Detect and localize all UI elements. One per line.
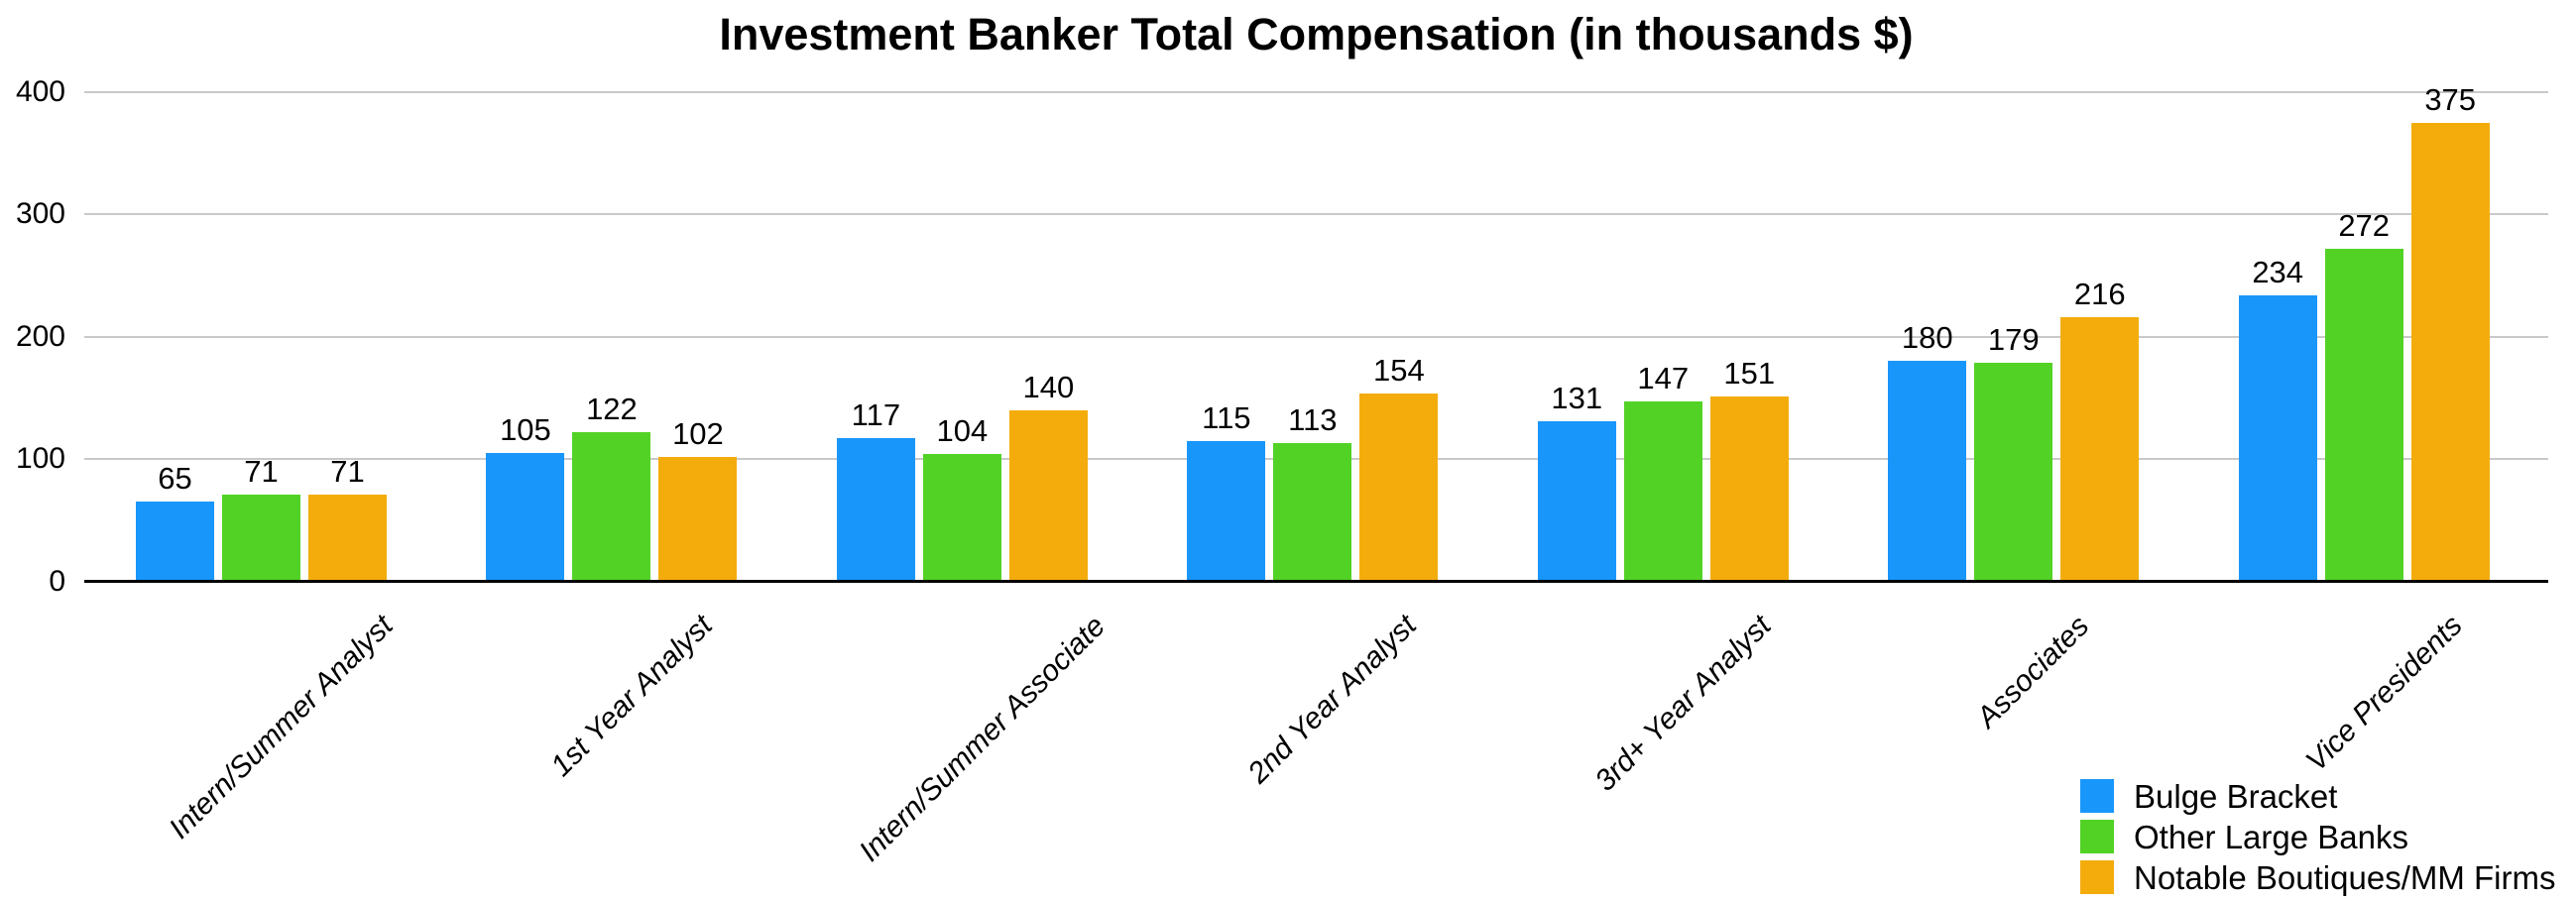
x-category-label: Intern/Summer Associate — [852, 609, 1112, 868]
chart-title: Investment Banker Total Compensation (in… — [719, 9, 1914, 59]
x-axis-line — [84, 580, 2548, 583]
bar-value-label: 216 — [2073, 277, 2126, 311]
bar — [222, 494, 300, 582]
legend-swatch — [2080, 779, 2114, 813]
bar — [922, 454, 1001, 582]
legend-label: Other Large Banks — [2134, 819, 2408, 855]
bar — [1359, 393, 1439, 582]
bar-value-label: 117 — [851, 397, 901, 433]
bar — [836, 438, 915, 582]
legend-swatch — [2080, 860, 2114, 894]
bar — [2410, 122, 2490, 582]
bar — [1273, 443, 1352, 582]
bar-value-label: 115 — [1202, 399, 1251, 435]
bar — [1709, 396, 1789, 582]
bar — [136, 502, 214, 582]
legend-item: Other Large Banks — [2080, 819, 2576, 855]
bar — [2238, 294, 2317, 582]
gridline — [84, 91, 2548, 93]
bar-value-label: 375 — [2424, 81, 2477, 117]
bar-value-label: 104 — [936, 413, 989, 449]
bar-value-label: 65 — [158, 461, 192, 497]
bar-value-label: 154 — [1372, 352, 1425, 388]
bar-value-label: 180 — [1901, 320, 1953, 356]
x-category-label: 2nd Year Analyst — [1241, 609, 1424, 790]
bar-value-label: 113 — [1288, 402, 1338, 438]
legend-label: Bulge Bracket — [2134, 778, 2338, 815]
y-tick-label: 200 — [15, 319, 65, 353]
legend-swatch — [2080, 820, 2114, 853]
legend-item: Notable Boutiques/MM Firms — [2080, 859, 2576, 896]
bar-value-label: 71 — [330, 453, 365, 489]
gridline — [84, 335, 2548, 338]
y-tick-label: 100 — [15, 442, 65, 476]
bar-value-label: 102 — [672, 415, 724, 451]
bar — [1623, 401, 1702, 582]
bar-value-label: 179 — [1987, 321, 2040, 357]
x-category-label: Associates — [1970, 609, 2096, 734]
legend-label: Notable Boutiques/MM Firms — [2134, 859, 2556, 896]
bar — [2060, 317, 2140, 582]
bar — [1537, 420, 1616, 582]
y-tick-label: 300 — [15, 197, 65, 231]
gridline — [84, 213, 2548, 216]
bar — [2324, 248, 2403, 582]
bar-value-label: 234 — [2252, 254, 2304, 289]
x-category-label: Vice Presidents — [2298, 609, 2469, 778]
bar-value-label: 105 — [500, 411, 551, 447]
x-category-label: Intern/Summer Analyst — [163, 609, 400, 846]
bar-value-label: 122 — [586, 391, 638, 426]
bar — [1008, 409, 1088, 582]
bar — [1974, 362, 2053, 582]
bar-value-label: 151 — [1723, 356, 1776, 392]
bar-value-label: 147 — [1637, 361, 1690, 396]
bar-value-label: 140 — [1022, 369, 1075, 404]
bar-value-label: 131 — [1551, 380, 1603, 415]
bar — [572, 431, 651, 582]
y-tick-label: 0 — [49, 564, 65, 598]
bar — [308, 494, 387, 582]
y-tick-label: 400 — [15, 75, 65, 108]
x-category-label: 1st Year Analyst — [544, 609, 719, 783]
bar-value-label: 71 — [244, 453, 279, 489]
bar — [1888, 361, 1967, 582]
bar — [658, 456, 738, 582]
bar — [486, 452, 565, 582]
bar — [1187, 440, 1266, 582]
legend-item: Bulge Bracket — [2080, 778, 2576, 815]
bar-value-label: 272 — [2338, 207, 2391, 243]
x-category-label: 3rd+ Year Analyst — [1588, 609, 1778, 798]
